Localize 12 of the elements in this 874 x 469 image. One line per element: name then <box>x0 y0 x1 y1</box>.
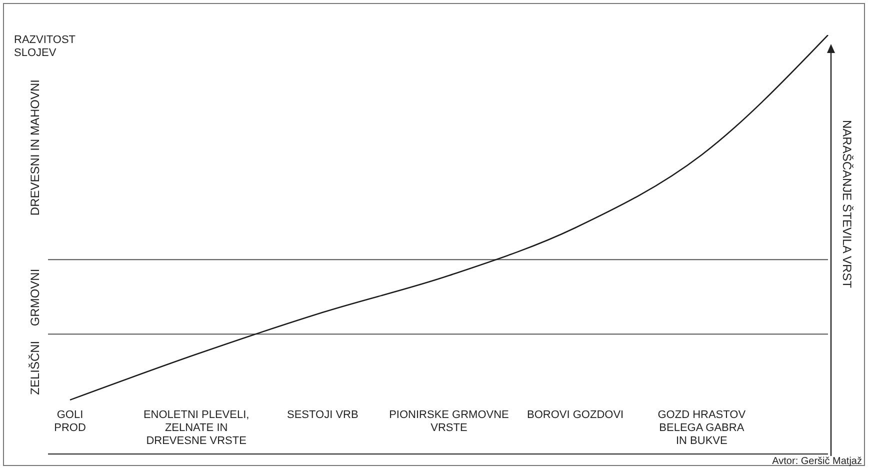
text: GRMOVNI <box>28 268 42 326</box>
y2-axis-title: NARAŠČANJE ŠTEVILA VRST <box>839 120 854 290</box>
x-tick-label: BOROVI GOZDOVI <box>527 409 624 421</box>
text: DREVESNI IN MAHOVNI <box>28 80 42 216</box>
x-tick-label: PIONIRSKE GRMOVNE VRSTE <box>389 409 509 434</box>
x-tick-label: GOLI PROD <box>54 409 86 434</box>
text: ZELIŠČNI <box>28 340 42 395</box>
y-axis-title: RAZVITOST SLOJEV <box>14 34 76 60</box>
text: Avtor: Geršič Matjaž <box>772 456 862 467</box>
x-tick-label: GOZD HRASTOV BELEGA GABRA IN BUKVE <box>658 409 746 447</box>
x-tick-label: ENOLETNI PLEVELI, ZELNATE IN DREVESNE VRSTE <box>143 409 250 447</box>
x-tick-label: SESTOJI VRB <box>287 409 358 421</box>
